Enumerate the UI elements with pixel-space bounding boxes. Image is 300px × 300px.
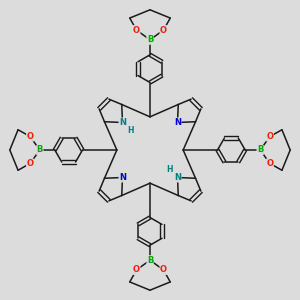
Text: O: O	[266, 132, 273, 141]
Text: N: N	[174, 173, 181, 182]
Text: B: B	[257, 146, 263, 154]
Text: H: H	[127, 126, 134, 135]
Text: O: O	[27, 132, 34, 141]
Text: N: N	[119, 173, 126, 182]
Text: O: O	[133, 266, 140, 274]
Text: B: B	[147, 35, 153, 44]
Text: N: N	[119, 118, 126, 127]
Text: O: O	[133, 26, 140, 34]
Text: O: O	[160, 26, 167, 34]
Text: O: O	[27, 159, 34, 168]
Text: N: N	[174, 118, 181, 127]
Text: B: B	[37, 146, 43, 154]
Text: O: O	[266, 159, 273, 168]
Text: H: H	[167, 165, 173, 174]
Text: B: B	[147, 256, 153, 265]
Text: O: O	[160, 266, 167, 274]
